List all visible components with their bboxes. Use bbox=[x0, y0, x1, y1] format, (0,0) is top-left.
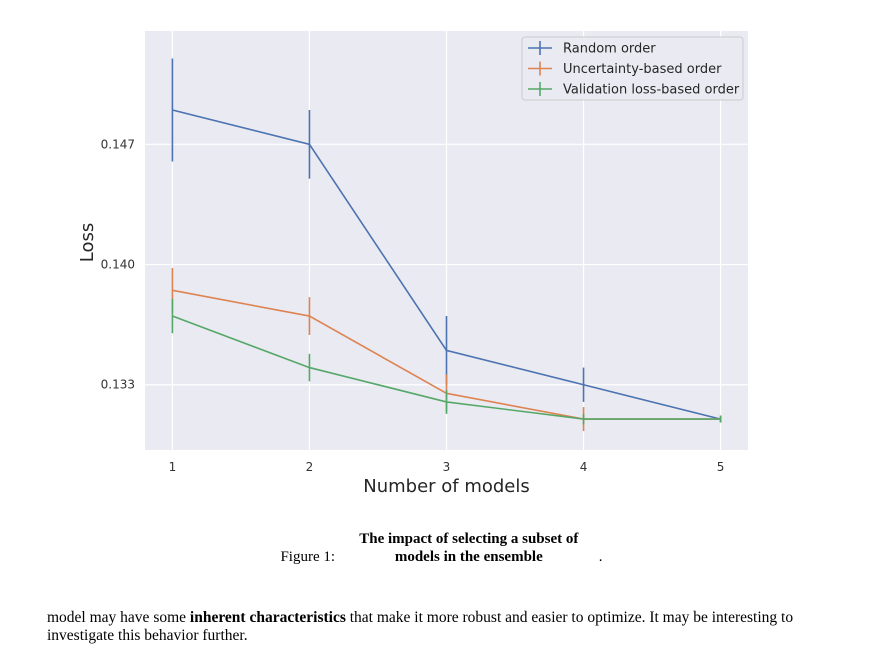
y-tick-label: 0.133 bbox=[101, 378, 135, 392]
y-tick-label: 0.147 bbox=[101, 137, 135, 151]
legend-label: Uncertainty-based order bbox=[563, 62, 722, 77]
caption-bold: The impact of selecting a subset of mode… bbox=[359, 531, 579, 565]
caption-prefix: Figure 1: bbox=[280, 549, 339, 565]
legend-label: Random order bbox=[563, 42, 656, 57]
body-paragraph: model may have some inherent characteris… bbox=[47, 609, 837, 645]
body-text-part1: model may have some bbox=[47, 609, 190, 626]
loss-line-chart: 1 2 3 4 5 0.133 0.140 0.147 Number of models Loss… bbox=[77, 31, 748, 497]
x-tick-label: 4 bbox=[580, 460, 588, 474]
body-text-bold: inherent characteristics bbox=[189, 609, 346, 626]
legend-box bbox=[521, 36, 744, 101]
caption-suffix: . bbox=[598, 549, 603, 565]
legend-label: Validation loss-based order bbox=[563, 83, 740, 98]
y-axis-title: Loss bbox=[77, 223, 98, 262]
body-text-part2: that make it more robust and easier to o… bbox=[47, 609, 794, 644]
x-axis-title: Number of models bbox=[363, 476, 530, 497]
x-tick-label: 1 bbox=[169, 460, 177, 474]
y-tick-label: 0.140 bbox=[101, 258, 135, 272]
x-tick-label: 3 bbox=[443, 460, 451, 474]
x-tick-label: 2 bbox=[306, 460, 314, 474]
figure-chart: 1 2 3 4 5 0.133 0.140 0.147 Number of models Loss… bbox=[77, 31, 748, 497]
figure-caption: Figure 1: The impact of selecting a subs… bbox=[0, 530, 883, 566]
x-tick-label: 5 bbox=[717, 460, 725, 474]
